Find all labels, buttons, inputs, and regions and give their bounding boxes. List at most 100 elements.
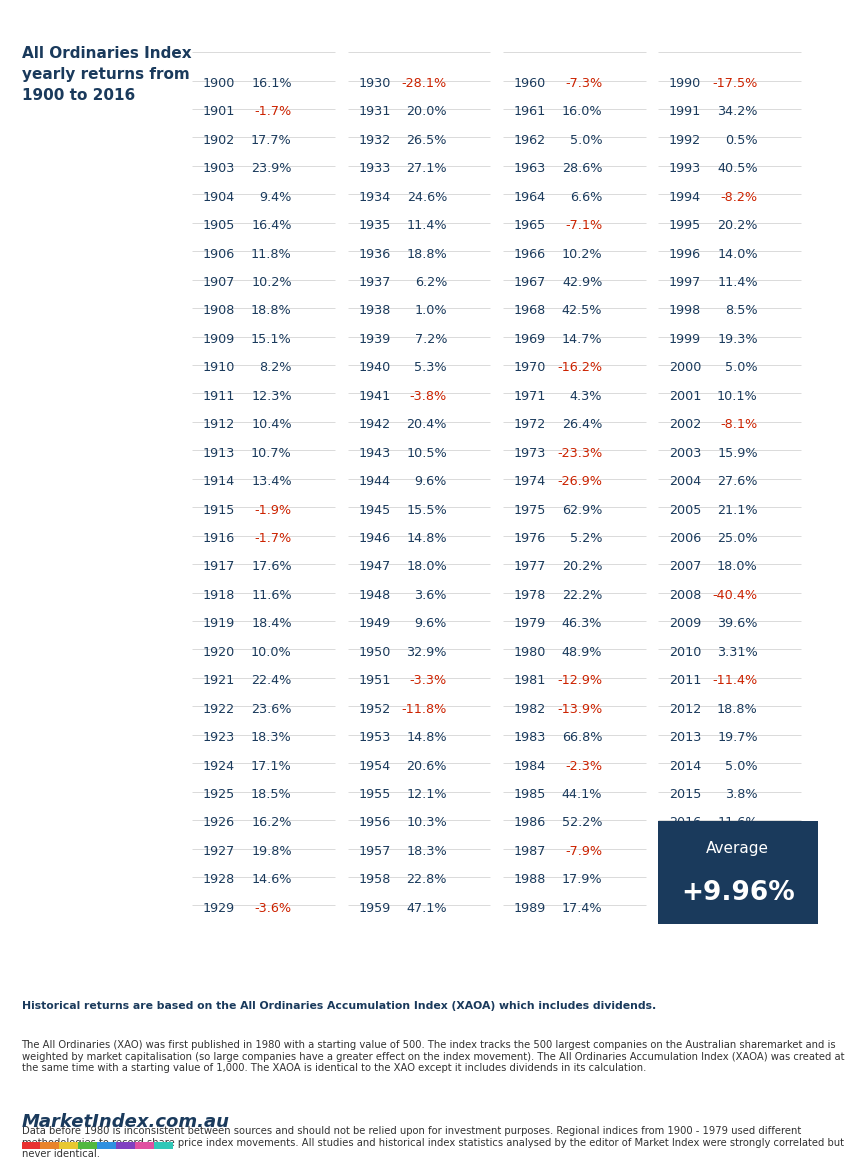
Text: 13.4%: 13.4% [251, 475, 292, 488]
Text: -23.3%: -23.3% [557, 447, 602, 460]
Text: 5.0%: 5.0% [570, 134, 602, 146]
Text: 18.8%: 18.8% [406, 247, 447, 260]
Text: 2016: 2016 [669, 816, 701, 829]
Text: 1904: 1904 [203, 190, 235, 203]
Text: 1934: 1934 [358, 190, 390, 203]
Text: 0.5%: 0.5% [725, 134, 758, 146]
Text: 48.9%: 48.9% [562, 646, 602, 658]
Text: 10.2%: 10.2% [251, 276, 292, 289]
Text: 21.1%: 21.1% [717, 504, 758, 517]
Text: 25.0%: 25.0% [717, 532, 758, 545]
Text: 1914: 1914 [203, 475, 235, 488]
Text: +9.96%: +9.96% [681, 880, 795, 906]
Text: 6.2%: 6.2% [414, 276, 447, 289]
Text: 1982: 1982 [513, 702, 545, 715]
Text: 1900 to 2016: 1900 to 2016 [22, 88, 135, 103]
Text: 2008: 2008 [669, 589, 702, 601]
Text: 1975: 1975 [513, 504, 546, 517]
Text: 1957: 1957 [358, 845, 391, 858]
Text: 1991: 1991 [669, 106, 701, 118]
Text: -28.1%: -28.1% [402, 77, 447, 89]
Text: 1912: 1912 [203, 418, 235, 431]
Text: 1910: 1910 [203, 361, 236, 374]
Text: 2005: 2005 [669, 504, 702, 517]
Text: All Ordinaries Index: All Ordinaries Index [22, 46, 192, 62]
Text: 1939: 1939 [358, 333, 390, 346]
Text: 1951: 1951 [358, 675, 391, 687]
Text: -7.1%: -7.1% [565, 219, 602, 232]
Text: 1956: 1956 [358, 816, 390, 829]
Text: MarketIndex.com.au: MarketIndex.com.au [22, 1112, 230, 1131]
Text: 19.7%: 19.7% [717, 731, 758, 744]
Text: 1928: 1928 [203, 873, 235, 886]
Text: 17.7%: 17.7% [251, 134, 292, 146]
Text: 3.31%: 3.31% [717, 646, 758, 658]
Text: 22.8%: 22.8% [406, 873, 447, 886]
Text: 1917: 1917 [203, 561, 236, 574]
Text: 1919: 1919 [203, 618, 235, 630]
Text: -13.9%: -13.9% [557, 702, 602, 715]
Text: -7.9%: -7.9% [565, 845, 602, 858]
Text: 20.2%: 20.2% [562, 561, 602, 574]
Text: 2002: 2002 [669, 418, 701, 431]
Text: Average: Average [706, 842, 770, 857]
Text: 2000: 2000 [669, 361, 702, 374]
Text: 14.0%: 14.0% [717, 247, 758, 260]
Text: 1980: 1980 [513, 646, 546, 658]
Text: 1900: 1900 [203, 77, 236, 89]
Bar [116, 1142, 135, 1149]
Text: 1966: 1966 [513, 247, 545, 260]
Text: 2007: 2007 [669, 561, 702, 574]
Text: 14.6%: 14.6% [251, 873, 292, 886]
Text: 11.6%: 11.6% [717, 816, 758, 829]
Text: 52.2%: 52.2% [562, 816, 602, 829]
Text: 1997: 1997 [669, 276, 701, 289]
Text: 28.6%: 28.6% [562, 163, 602, 175]
Text: 10.0%: 10.0% [251, 646, 292, 658]
Text: 1992: 1992 [669, 134, 701, 146]
Text: -17.5%: -17.5% [712, 77, 758, 89]
Text: 1964: 1964 [513, 190, 545, 203]
Text: 1950: 1950 [358, 646, 391, 658]
Bar [41, 1142, 60, 1149]
Text: 1901: 1901 [203, 106, 236, 118]
Text: 14.8%: 14.8% [406, 731, 447, 744]
Text: 22.4%: 22.4% [251, 675, 292, 687]
Text: 1952: 1952 [358, 702, 390, 715]
Text: 3.6%: 3.6% [414, 589, 447, 601]
Text: 1925: 1925 [203, 788, 235, 801]
Text: Historical returns are based on the All Ordinaries Accumulation Index (XAOA) whi: Historical returns are based on the All … [22, 1001, 656, 1011]
Text: 39.6%: 39.6% [717, 618, 758, 630]
Text: 1913: 1913 [203, 447, 236, 460]
Text: -2.3%: -2.3% [565, 759, 602, 772]
Text: 11.4%: 11.4% [406, 219, 447, 232]
Text: 1976: 1976 [513, 532, 545, 545]
Text: 18.0%: 18.0% [406, 561, 447, 574]
Text: 1935: 1935 [358, 219, 391, 232]
Text: 1958: 1958 [358, 873, 391, 886]
Text: 20.4%: 20.4% [406, 418, 447, 431]
Text: 62.9%: 62.9% [562, 504, 602, 517]
Text: 1979: 1979 [513, 618, 545, 630]
Text: 1924: 1924 [203, 759, 235, 772]
Text: The All Ordinaries (XAO) was first published in 1980 with a starting value of 50: The All Ordinaries (XAO) was first publi… [22, 1040, 844, 1074]
Text: 18.3%: 18.3% [251, 731, 292, 744]
Text: -11.4%: -11.4% [713, 675, 758, 687]
Text: 1955: 1955 [358, 788, 391, 801]
Text: 1922: 1922 [203, 702, 235, 715]
Text: 46.3%: 46.3% [562, 618, 602, 630]
Text: 16.2%: 16.2% [251, 816, 292, 829]
Text: 10.2%: 10.2% [562, 247, 602, 260]
Text: 40.5%: 40.5% [717, 163, 758, 175]
Text: 27.1%: 27.1% [406, 163, 447, 175]
Text: 20.6%: 20.6% [406, 759, 447, 772]
Text: 1989: 1989 [513, 902, 545, 915]
Text: -3.3%: -3.3% [410, 675, 447, 687]
Text: 8.5%: 8.5% [725, 304, 758, 317]
Text: 1983: 1983 [513, 731, 546, 744]
Text: 23.9%: 23.9% [251, 163, 292, 175]
Text: 1936: 1936 [358, 247, 390, 260]
Text: 7.2%: 7.2% [414, 333, 447, 346]
Text: 1918: 1918 [203, 589, 236, 601]
Text: 16.4%: 16.4% [251, 219, 292, 232]
